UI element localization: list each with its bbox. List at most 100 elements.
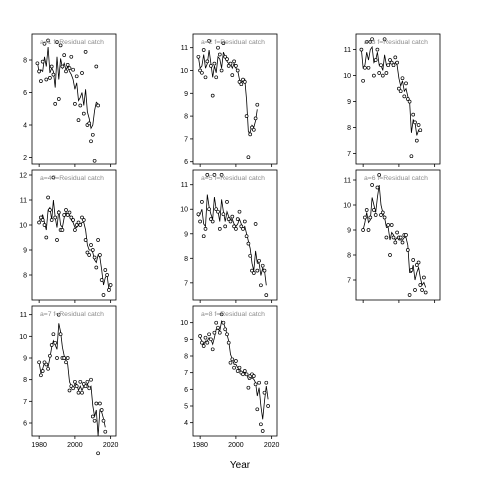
data-point xyxy=(216,209,220,214)
data-point xyxy=(94,401,99,406)
data-point xyxy=(209,337,213,342)
data-point xyxy=(49,343,54,347)
y-tick-label: 11 xyxy=(20,198,27,205)
data-point xyxy=(398,235,403,240)
y-tick-label: 9 xyxy=(184,337,188,344)
data-point xyxy=(361,228,365,232)
data-point xyxy=(103,429,108,434)
panel-frame xyxy=(355,169,441,301)
data-point xyxy=(411,112,416,117)
panel-frame xyxy=(192,305,278,437)
data-point xyxy=(210,347,215,352)
data-point xyxy=(235,68,240,73)
data-point xyxy=(103,268,108,272)
data-point xyxy=(55,40,59,44)
data-point xyxy=(239,224,244,229)
data-point xyxy=(400,240,405,245)
y-tick-label: 10 xyxy=(19,223,27,230)
data-point xyxy=(74,74,79,79)
data-point xyxy=(67,210,72,215)
data-point xyxy=(397,86,401,91)
data-point xyxy=(237,209,242,214)
data-point xyxy=(73,228,77,232)
panel-a=6: 7 8 9 10 11 a=6 f=Residual catch xyxy=(343,169,441,303)
data-point xyxy=(223,54,228,59)
data-point xyxy=(37,220,41,225)
y-tick-label: 7 xyxy=(23,399,27,406)
y-tick-label: 9 xyxy=(347,99,351,106)
x-tick-label: 1980 xyxy=(192,442,208,449)
y-tick-label: 6 xyxy=(184,387,188,394)
data-point xyxy=(225,200,229,204)
data-point xyxy=(219,68,224,73)
data-point xyxy=(225,57,229,61)
data-point xyxy=(393,55,398,60)
data-point xyxy=(90,414,95,419)
data-point xyxy=(48,353,52,358)
x-tick-label: 1980 xyxy=(31,442,47,449)
y-tick-label: 8 xyxy=(184,114,188,121)
y-tick-label: 11 xyxy=(344,47,351,54)
y-tick-label: 10 xyxy=(19,334,27,341)
data-point xyxy=(96,451,100,456)
data-point xyxy=(58,43,63,48)
data-point xyxy=(44,77,49,82)
data-point xyxy=(217,330,222,335)
data-point xyxy=(198,219,202,224)
data-point xyxy=(212,173,217,177)
data-point xyxy=(73,102,77,106)
panel-a=5: 7 8 9 10 11 a=5 f=Residual catch xyxy=(180,169,278,303)
data-point xyxy=(203,75,208,80)
panel-strip-label: a=8 f=Residual catch xyxy=(201,311,265,318)
data-point xyxy=(384,235,389,240)
data-point xyxy=(388,253,392,257)
data-point xyxy=(223,327,228,332)
data-point xyxy=(80,215,84,220)
data-point xyxy=(108,283,113,287)
data-point xyxy=(232,224,236,229)
data-point xyxy=(56,210,61,215)
data-point xyxy=(377,71,382,75)
data-point xyxy=(83,50,88,54)
data-point xyxy=(416,260,421,265)
panel-frame xyxy=(31,33,117,165)
data-point xyxy=(51,332,56,337)
data-point xyxy=(209,64,213,68)
data-point xyxy=(201,344,206,348)
data-point xyxy=(96,238,100,242)
data-point xyxy=(80,71,84,75)
data-point xyxy=(99,408,104,412)
y-tick-label: 8 xyxy=(184,256,188,263)
y-tick-label: 8 xyxy=(347,253,351,260)
y-tick-label: 8 xyxy=(23,273,27,280)
data-point xyxy=(55,238,59,242)
data-point xyxy=(255,407,260,412)
data-point xyxy=(210,93,215,98)
data-point xyxy=(196,54,201,59)
data-point xyxy=(257,380,261,385)
data-point xyxy=(239,82,244,87)
data-point xyxy=(368,39,373,44)
data-point xyxy=(422,275,426,280)
data-point xyxy=(251,374,256,378)
data-point xyxy=(246,155,251,160)
data-point xyxy=(89,139,93,144)
data-point xyxy=(94,64,99,69)
panel-a=7: 6 7 8 9 10 11 1980 2000 2020 a=7 f=Residual catch xyxy=(19,305,119,456)
data-point xyxy=(219,312,224,317)
data-point xyxy=(241,77,245,82)
data-point xyxy=(205,59,210,64)
y-tick-label: 7 xyxy=(347,278,351,285)
y-tick-label: 7 xyxy=(184,136,188,143)
data-point xyxy=(198,68,202,73)
data-point xyxy=(414,138,419,143)
y-tick-label: 4 xyxy=(23,123,27,130)
data-point xyxy=(373,58,378,62)
data-point xyxy=(65,356,70,360)
data-point xyxy=(235,369,240,373)
panel-frame xyxy=(31,305,117,437)
data-point xyxy=(212,330,217,335)
y-tick-label: 11 xyxy=(181,45,188,52)
data-point xyxy=(46,38,50,43)
data-point xyxy=(71,67,75,72)
